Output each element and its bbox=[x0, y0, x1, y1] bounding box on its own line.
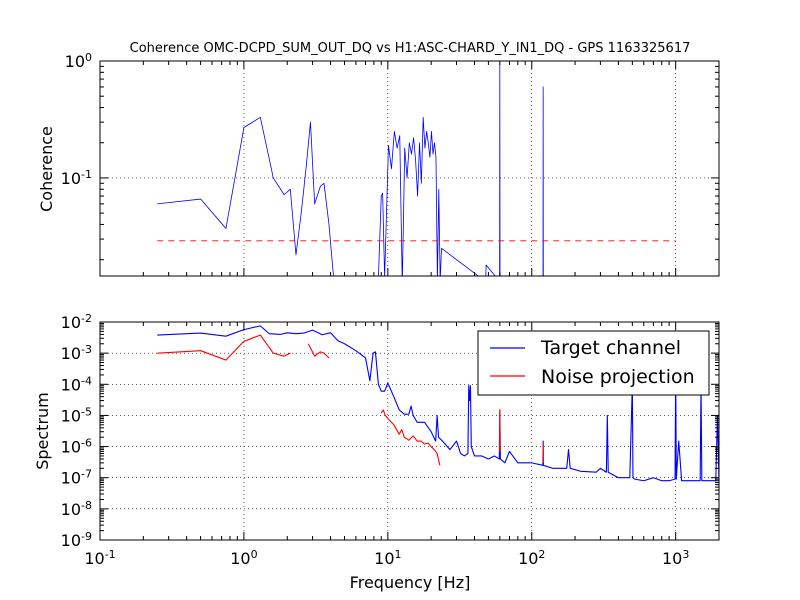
y-tick-label: 10-3 bbox=[61, 343, 92, 363]
coherence-title: Coherence OMC-DCPD_SUM_OUT_DQ vs H1:ASC-… bbox=[130, 41, 691, 56]
y-tick-label: 10-8 bbox=[61, 499, 92, 519]
coherence-panel: Coherence OMC-DCPD_SUM_OUT_DQ vs H1:ASC-… bbox=[37, 41, 720, 277]
y-tick-label: 10-4 bbox=[61, 374, 92, 394]
x-tick-label: 101 bbox=[374, 548, 401, 568]
frequency-xlabel: Frequency [Hz] bbox=[350, 573, 471, 592]
coherence-series-0-line bbox=[157, 63, 544, 276]
spectrum-legend: Target channel Noise projection bbox=[477, 330, 710, 396]
spectrum-series-0-line bbox=[157, 325, 719, 482]
y-tick-label: 10-9 bbox=[61, 530, 92, 550]
spectrum-series-1-line bbox=[307, 343, 330, 359]
coherence-ylabel: Coherence bbox=[37, 126, 56, 212]
y-tick-label: 10-2 bbox=[61, 312, 92, 332]
y-tick-label: 100 bbox=[65, 51, 92, 71]
x-tick-label: 103 bbox=[662, 548, 689, 568]
x-tick-label: 100 bbox=[230, 548, 257, 568]
legend-box bbox=[477, 330, 710, 396]
legend-label-noise: Noise projection bbox=[541, 366, 695, 388]
spectrum-axes-frame bbox=[99, 321, 720, 541]
coherence-axes-frame bbox=[99, 60, 720, 277]
coherence-plot-area bbox=[157, 63, 676, 276]
y-tick-label: 10-1 bbox=[61, 168, 92, 188]
spectrum-series-1-line bbox=[498, 409, 501, 452]
x-tick-label: 10-1 bbox=[84, 548, 115, 568]
y-tick-label: 10-6 bbox=[61, 437, 92, 457]
spectrum-series-1-line bbox=[380, 409, 441, 466]
y-tick-label: 10-5 bbox=[61, 405, 92, 425]
spectrum-panel: 10-9 10-8 10-7 10-6 10-5 10-4 10-3 10-2 10-1 100 1… bbox=[33, 312, 720, 592]
spectrum-ticks: 10-9 10-8 10-7 10-6 10-5 10-4 10-3 10-2 10-1 100 1… bbox=[61, 312, 720, 568]
legend-label-target: Target channel bbox=[540, 337, 681, 359]
y-tick-label: 10-7 bbox=[61, 468, 92, 488]
x-tick-label: 102 bbox=[518, 548, 545, 568]
spectrum-ylabel: Spectrum bbox=[33, 392, 52, 470]
spectrum-plot-area bbox=[157, 325, 719, 482]
coherence-ticks: 10-1 100 bbox=[61, 51, 720, 276]
spectrum-series-1-line bbox=[157, 334, 291, 361]
